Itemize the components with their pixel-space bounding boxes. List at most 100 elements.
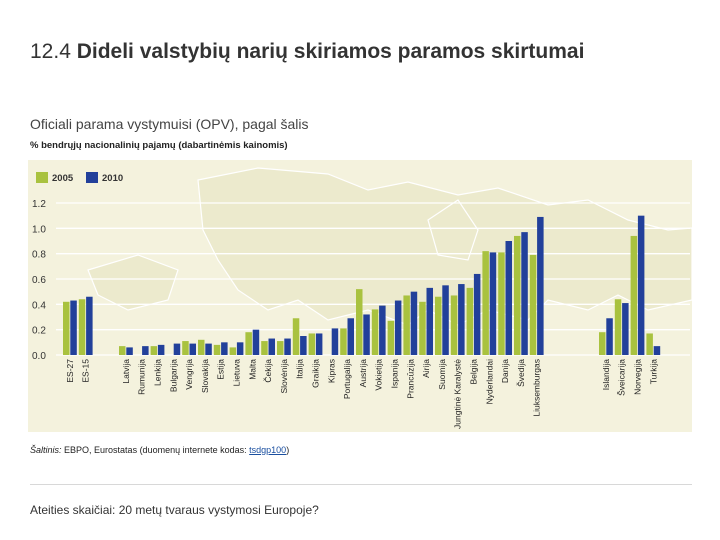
y-gridlines	[56, 202, 690, 356]
bar-2005-italija	[292, 318, 300, 355]
bar-2005-latvija	[119, 346, 126, 355]
y-tick-label: 1.0	[32, 224, 46, 235]
bar-2005-švedija	[514, 235, 521, 355]
bar-2010-estija	[221, 342, 228, 355]
x-tick-label: Vokietija	[374, 359, 384, 391]
chart-subtitle: Oficiali parama vystymuisi (OPV), pagal …	[30, 116, 309, 132]
bar-2010-islandija	[606, 318, 613, 355]
x-tick-label: Suomija	[437, 359, 447, 390]
x-tick-label: Slovėnija	[279, 359, 289, 394]
x-tick-label: Liuksemburgas	[532, 359, 542, 417]
bar-2005-suomija	[435, 296, 442, 355]
source-close: )	[286, 445, 290, 455]
bar-2005-vokietija	[371, 309, 379, 355]
legend-label-2005: 2005	[52, 173, 74, 184]
bar-2005-nyderlandai	[482, 251, 489, 355]
source-note: Šaltinis: EBPO, Eurostatas (duomenų inte…	[30, 445, 289, 455]
bar-2005-es-27	[63, 301, 70, 355]
bar-2010-es-15	[86, 296, 93, 355]
bar-2010-šveicarija	[622, 303, 629, 355]
x-tick-label: Kipras	[326, 359, 336, 383]
x-tick-label: Norvegija	[633, 359, 643, 395]
bar-2010-bulgarija	[173, 343, 181, 355]
x-tick-label: Malta	[247, 359, 257, 380]
bar-2010-norvegija	[637, 215, 645, 355]
bar-2005-liuksemburgas	[529, 254, 537, 355]
footer-divider	[30, 484, 692, 485]
legend-swatch-2005	[36, 172, 48, 183]
x-tick-label: Rumunija	[137, 359, 147, 395]
bar-2005-vengrija	[182, 341, 189, 355]
bar-2005-jungtinė-karalystė	[450, 295, 458, 355]
bar-2010-airija	[426, 287, 433, 355]
bar-2005-estija	[213, 344, 221, 355]
bar-2010-es-27	[70, 300, 77, 355]
x-tick-label: Graikija	[311, 359, 321, 388]
bar-2005-prancūzija	[403, 295, 410, 355]
y-tick-label: 0.2	[32, 326, 46, 337]
bar-2005-graikija	[308, 333, 316, 355]
bar-2010-ispanija	[394, 300, 402, 355]
bar-2010-malta	[252, 329, 260, 355]
y-tick-label: 0.0	[32, 351, 46, 362]
bar-2005-lenkija	[150, 346, 158, 355]
bar-2010-lietuva	[236, 342, 244, 355]
bar-2005-ispanija	[387, 320, 395, 355]
bar-2010-turkija	[653, 346, 661, 355]
bar-2010-liuksemburgas	[537, 216, 544, 355]
bar-2010-kipras	[331, 328, 339, 355]
bar-2010-vengrija	[189, 343, 196, 355]
bar-2010-vokietija	[379, 305, 386, 355]
bar-2010-suomija	[442, 285, 449, 355]
x-tick-label: Turkija	[648, 359, 658, 384]
x-tick-label: Vengrija	[184, 359, 194, 390]
bar-2010-slovėnija	[284, 338, 291, 355]
title-number: 12.4	[30, 40, 71, 63]
x-tick-label: Estija	[216, 359, 226, 380]
bar-2005-malta	[245, 332, 252, 355]
x-tick-label: ES-27	[65, 359, 75, 383]
bar-2005-airija	[419, 301, 426, 355]
x-tick-label: Slovakija	[200, 359, 210, 393]
bar-2005-islandija	[599, 332, 606, 355]
bar-2005-belgija	[466, 287, 474, 355]
bar-2010-lenkija	[157, 344, 165, 355]
x-tick-label: Nyderlandai	[484, 359, 494, 404]
title-text: Dideli valstybių narių skiriamos paramos…	[76, 40, 585, 63]
chart-legend: 2005 2010	[36, 172, 123, 184]
bar-2010-rumunija	[142, 346, 149, 355]
bar-2005-čekija	[261, 341, 268, 355]
y-tick-label: 0.8	[32, 250, 46, 261]
y-tick-label: 1.2	[32, 199, 46, 210]
bar-2005-šveicarija	[614, 299, 622, 355]
slide-title: 12.4 Dideli valstybių narių skiriamos pa…	[30, 40, 584, 64]
bar-2005-es-15	[78, 299, 86, 355]
chart-canvas: 0.0 0.2 0.4 0.6 0.8 1.0 1.2 ES-27 ES-15 Latvija R…	[32, 167, 692, 429]
x-tick-label: Čekija	[263, 359, 273, 383]
legend-label-2010: 2010	[102, 173, 123, 184]
bar-2010-belgija	[473, 273, 481, 355]
map-background	[87, 167, 692, 326]
bar-2005-turkija	[646, 333, 653, 355]
bar-2005-slovakija	[198, 339, 205, 355]
bar-2010-nyderlandai	[489, 252, 497, 355]
x-tick-label: Ispanija	[390, 359, 400, 389]
x-tick-label: Bulgarija	[168, 359, 178, 392]
x-tick-label: Islandija	[601, 359, 611, 390]
bar-2010-danija	[505, 241, 512, 355]
bar-2005-norvegija	[630, 235, 638, 355]
x-tick-label: Italija	[295, 359, 305, 379]
source-label: Šaltinis:	[30, 445, 62, 455]
bars	[63, 215, 661, 355]
x-tick-label: Latvija	[121, 359, 131, 384]
x-tick-label: Lenkija	[153, 359, 163, 386]
x-tick-label: ES-15	[81, 359, 91, 383]
chart-unit-label: % bendrųjų nacionalinių pajamų (dabartin…	[30, 140, 288, 151]
source-code-link[interactable]: tsdgp100	[249, 445, 287, 455]
bar-2010-italija	[300, 336, 307, 355]
footer-text: Ateities skaičiai: 20 metų tvaraus vysty…	[30, 503, 319, 517]
x-tick-label: Danija	[500, 359, 510, 383]
x-tick-label: Jungtinė Karalystė	[453, 359, 463, 429]
x-tick-label: Prancūzija	[405, 359, 415, 399]
bar-2005-slovėnija	[277, 341, 284, 355]
